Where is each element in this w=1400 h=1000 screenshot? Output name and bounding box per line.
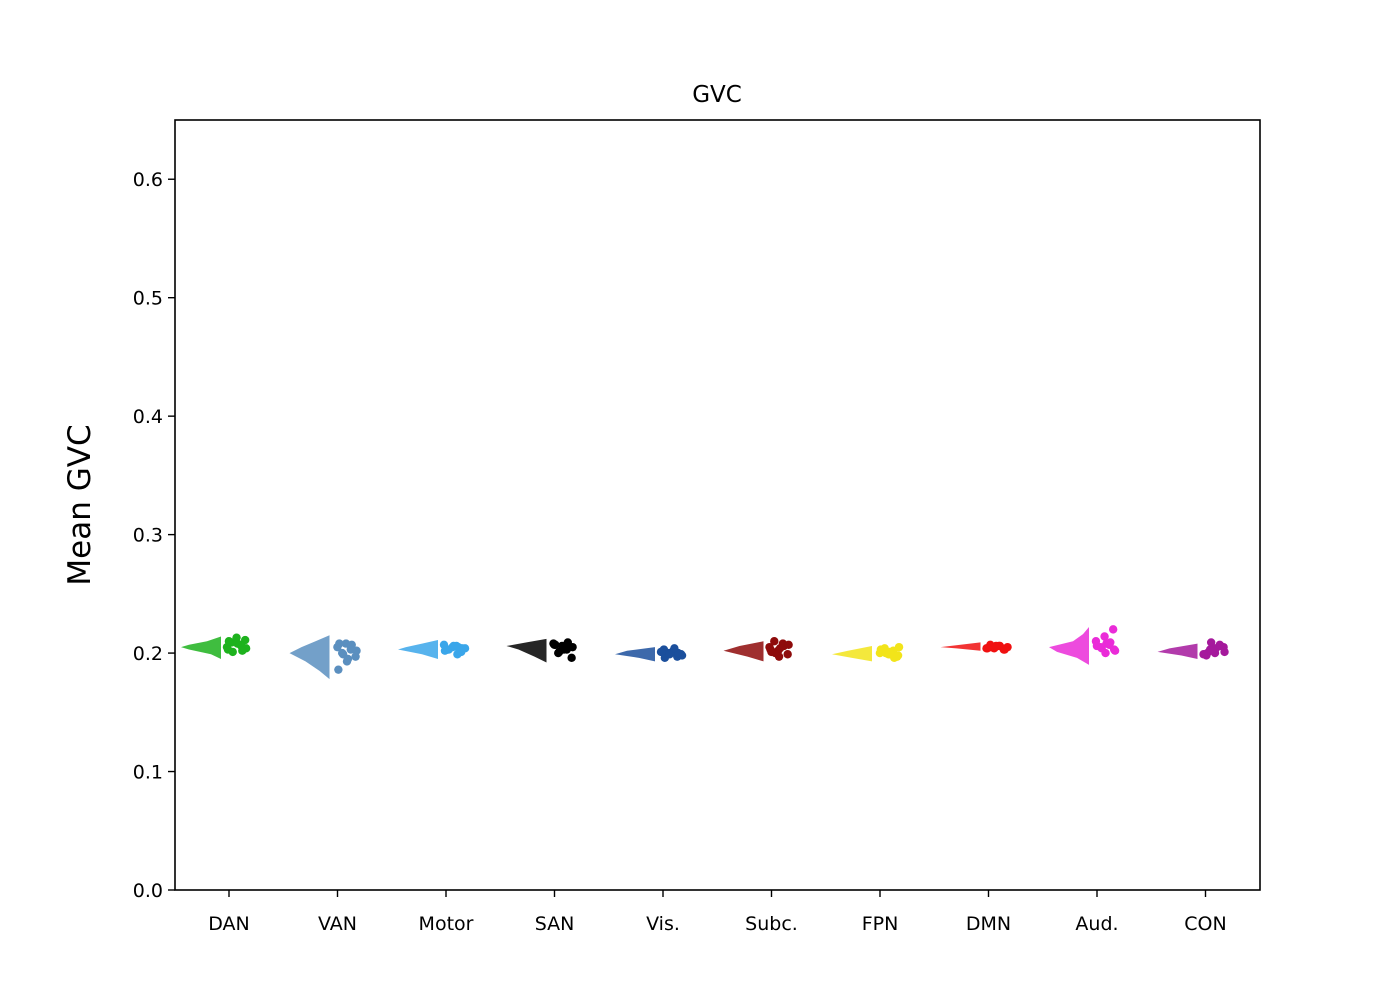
y-axis-label: Mean GVC [62,424,98,585]
data-point [352,646,361,655]
data-point [1100,632,1109,641]
density-half-violin [940,642,981,651]
y-tick-label: 0.0 [133,880,163,902]
data-point [440,646,450,655]
y-tick-label: 0.6 [133,169,163,191]
data-point [224,637,234,646]
data-point [775,644,785,653]
data-point [238,646,247,655]
data-point [228,647,237,657]
density-half-violin [289,635,330,680]
x-tick-label: VAN [318,913,357,935]
data-point [1000,645,1009,654]
y-tick-label: 0.5 [133,288,163,310]
cloud-fpn [832,642,904,663]
y-tick-label: 0.1 [133,762,163,784]
data-point [551,640,560,649]
data-point [770,637,779,646]
data-point [1199,650,1208,659]
x-axis: DAN VAN Motor SAN Vis. Subc. FPN DMN Aud. CON [208,890,1227,935]
data-point [1216,641,1225,651]
data-point [334,665,343,674]
data-point [1108,625,1118,634]
data-point [453,650,462,659]
density-half-violin [615,647,655,662]
data-point [784,640,793,649]
x-tick-label: DAN [208,913,250,935]
data-point [665,650,674,659]
cloud-dmn [940,640,1012,654]
density-half-violin [181,636,221,659]
y-tick-label: 0.2 [133,643,163,665]
density-half-violin [506,638,547,663]
data-point [1110,646,1120,655]
y-axis: 0.0 0.1 0.2 0.3 0.4 0.5 0.6 [133,169,175,902]
data-point [233,639,242,648]
data-point [335,639,344,648]
y-tick-label: 0.3 [133,525,163,547]
data-point [991,641,1001,651]
data-point [559,645,569,654]
data-point [568,642,577,652]
data-point [656,647,666,657]
chart-title: GVC [692,82,742,108]
data-point [343,654,353,664]
cloud-dan [181,633,251,659]
density-half-violin [1157,643,1198,659]
data-point [1207,646,1217,655]
plot-marks [181,625,1229,680]
density-half-violin [832,645,872,662]
density-half-violin [1049,627,1089,665]
data-point [567,653,576,663]
cloud-vis [615,644,687,663]
x-tick-label: Aud. [1075,913,1118,935]
data-point [1102,639,1111,648]
x-tick-label: Subc. [745,913,798,935]
data-point [886,650,895,659]
cloud-aud [1049,625,1120,665]
plot-frame [174,119,1261,891]
x-tick-label: FPN [862,913,899,935]
data-point [1206,638,1216,647]
data-point [454,642,463,652]
density-half-violin [398,640,438,659]
data-point [783,650,792,659]
data-point [767,647,776,657]
data-point [347,640,356,649]
x-tick-label: Motor [419,913,474,935]
cloud-motor [398,640,470,659]
cloud-van [289,635,361,680]
data-point [894,642,904,652]
cloud-subc [723,637,793,662]
y-tick-label: 0.4 [133,406,163,428]
cloud-san [506,638,577,663]
data-point [670,644,679,653]
x-tick-label: Vis. [646,913,680,935]
density-half-violin [723,641,764,662]
data-point [983,644,992,653]
x-tick-label: DMN [966,913,1011,935]
cloud-con [1157,638,1229,660]
x-tick-label: SAN [535,913,575,935]
x-tick-label: CON [1184,913,1226,935]
